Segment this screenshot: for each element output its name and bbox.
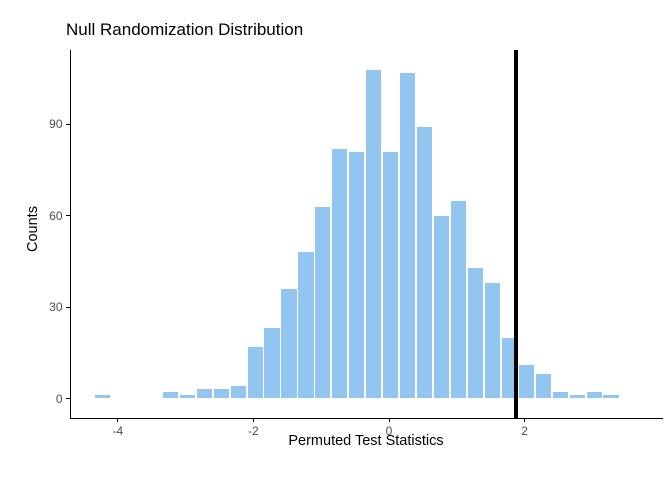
histogram-bar — [383, 151, 399, 399]
y-tick — [66, 398, 70, 399]
histogram-bar — [162, 392, 178, 399]
histogram-bar — [315, 206, 331, 399]
x-tick — [524, 418, 526, 422]
histogram-bar — [586, 392, 602, 399]
histogram-bar — [366, 69, 382, 399]
histogram-bar — [518, 365, 534, 399]
y-tick — [66, 306, 70, 308]
histogram-bar — [281, 288, 297, 399]
y-axis-line — [69, 50, 71, 419]
histogram-bar — [417, 127, 433, 399]
y-tick-label: 90 — [49, 117, 63, 132]
histogram-bar — [433, 215, 450, 399]
histogram-bar — [501, 337, 517, 399]
observed-statistic-line — [513, 50, 518, 418]
histogram-bar — [467, 267, 483, 399]
histogram-bar — [569, 395, 585, 399]
y-tick-label: 30 — [49, 300, 63, 315]
x-tick-label: -2 — [248, 423, 259, 438]
histogram-bar — [450, 200, 467, 399]
histogram-bar — [535, 374, 551, 399]
y-tick — [66, 215, 70, 217]
histogram-bar — [552, 392, 568, 399]
x-axis-line — [69, 417, 663, 419]
x-tick — [252, 418, 254, 422]
chart-title: Null Randomization Distribution — [66, 20, 304, 39]
y-tick-label: 60 — [49, 208, 63, 223]
histogram-bar — [213, 389, 229, 399]
x-tick — [388, 418, 390, 422]
histogram-bar — [603, 395, 619, 399]
y-tick — [66, 123, 70, 125]
histogram-bar — [196, 389, 212, 399]
histogram-bar — [349, 151, 365, 399]
histogram-bar — [298, 252, 314, 399]
histogram-bar — [94, 395, 111, 399]
histogram-bar — [247, 346, 263, 399]
x-tick-label: 0 — [385, 423, 393, 438]
histogram-bar — [179, 395, 195, 399]
x-tick — [117, 418, 119, 422]
histogram-bar — [400, 72, 416, 399]
histogram-bar — [264, 328, 280, 399]
x-axis-title: Permuted Test Statistics — [288, 433, 444, 449]
histogram-bar — [332, 148, 348, 399]
x-tick-label: 2 — [521, 423, 528, 438]
x-tick-label: -4 — [112, 423, 124, 438]
histogram-bar — [230, 386, 246, 399]
y-tick-label: 0 — [55, 391, 63, 406]
histogram-bar — [484, 282, 500, 399]
